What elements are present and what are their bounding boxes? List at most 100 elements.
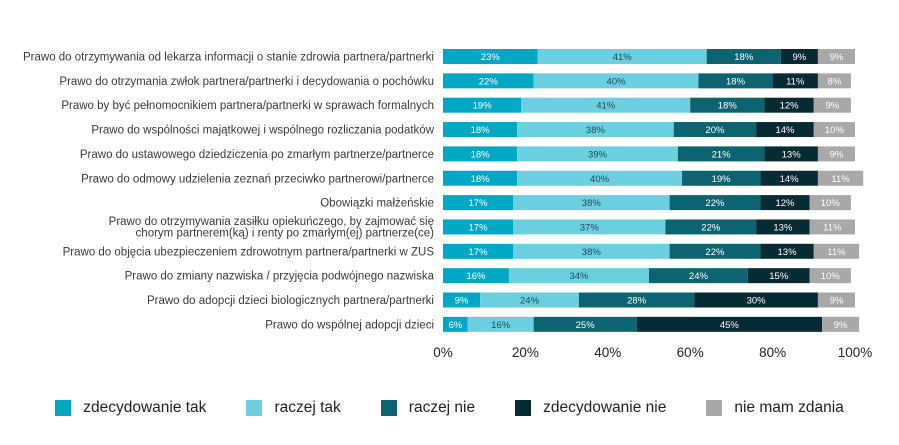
- bar-segment: [669, 243, 761, 259]
- data-label: 22%: [705, 247, 725, 258]
- bar-segment: [480, 292, 579, 308]
- data-label: 40%: [590, 174, 610, 185]
- bar-segment: [443, 73, 534, 89]
- legend-label: nie mam zdania: [734, 399, 844, 416]
- bar-segment: [817, 49, 855, 64]
- category-label: Prawo do odmowy udzielenia zeznań przeci…: [81, 173, 434, 185]
- bar-segment: [747, 268, 810, 284]
- bar-segment: [537, 49, 707, 64]
- data-label: 22%: [701, 222, 721, 233]
- bar-segment: [443, 170, 518, 186]
- data-label: 41%: [596, 101, 616, 112]
- data-label: 17%: [469, 198, 489, 209]
- data-label: 19%: [712, 174, 732, 185]
- data-label: 15%: [769, 271, 789, 282]
- bar-segment: [443, 195, 514, 211]
- data-label: 9%: [793, 52, 807, 63]
- bar-segment: [677, 146, 765, 162]
- data-label: 13%: [778, 247, 798, 258]
- data-label: 9%: [825, 101, 839, 112]
- data-label: 37%: [580, 222, 600, 233]
- data-label: 8%: [828, 76, 842, 87]
- bar-segment: [809, 219, 855, 235]
- data-label: 16%: [491, 320, 511, 331]
- bar-segment: [443, 219, 514, 235]
- category-label: Prawo do wspólnej adopcji dzieci: [265, 319, 434, 331]
- bar-segment: [760, 243, 814, 259]
- data-label: 9%: [830, 52, 844, 63]
- data-label: 18%: [726, 76, 746, 87]
- bar-segment: [467, 316, 534, 332]
- data-label: 12%: [775, 198, 795, 209]
- data-label: 18%: [471, 149, 491, 160]
- data-label: 18%: [471, 174, 491, 185]
- x-tick-label: 100%: [838, 345, 873, 360]
- data-label: 18%: [734, 52, 754, 63]
- x-tick-label: 80%: [759, 345, 786, 360]
- bar-segment: [443, 268, 509, 284]
- legend-swatch: [55, 400, 72, 416]
- data-label: 38%: [582, 247, 602, 258]
- bar-segment: [817, 292, 855, 308]
- bar-segment: [649, 268, 748, 284]
- data-label: 40%: [607, 76, 627, 87]
- bar-segment: [513, 243, 670, 259]
- legend-label: raczej nie: [408, 399, 476, 416]
- bar-segment: [813, 97, 851, 113]
- data-label: 24%: [689, 271, 709, 282]
- category-label: Prawo do wspólności majątkowej i wspólne…: [91, 125, 434, 137]
- legend-item: zdecydowanie nie: [515, 399, 666, 417]
- data-label: 41%: [613, 52, 633, 63]
- data-label: 10%: [821, 271, 841, 282]
- data-label: 30%: [747, 296, 767, 307]
- data-label: 38%: [582, 198, 602, 209]
- data-label: 11%: [831, 174, 850, 185]
- data-label: 11%: [823, 222, 842, 233]
- data-label: 13%: [773, 222, 793, 233]
- category-label: Prawo do otrzymywania od lekarza informa…: [23, 52, 434, 64]
- bar-segment: [813, 122, 855, 138]
- bar-segment: [772, 73, 818, 89]
- data-label: 23%: [481, 52, 501, 63]
- legend-swatch: [380, 400, 397, 416]
- data-label: 18%: [718, 101, 738, 112]
- category-label: Prawo do otrzymywania zasiłku opiekuńcze…: [109, 216, 434, 240]
- bar-segment: [822, 316, 860, 332]
- bar-segment: [681, 170, 761, 186]
- bar-segment: [760, 170, 818, 186]
- bar-segment: [817, 170, 864, 186]
- data-label: 9%: [455, 296, 469, 307]
- data-label: 22%: [479, 76, 499, 87]
- bar-segment: [443, 292, 481, 308]
- legend-swatch: [515, 400, 532, 416]
- bar-segment: [517, 122, 674, 138]
- category-label-line: chorym partnerem(ką) i renty po zmarłym(…: [136, 228, 435, 240]
- x-tick-label: 60%: [677, 345, 704, 360]
- data-label: 39%: [588, 149, 608, 160]
- data-label: 22%: [705, 198, 725, 209]
- legend-item: raczej nie: [380, 399, 476, 417]
- data-label: 10%: [825, 125, 845, 136]
- bar-segment: [809, 268, 851, 284]
- bar-segment: [780, 49, 818, 64]
- bar-segment: [698, 73, 773, 89]
- bar-segment: [578, 292, 695, 308]
- bar-segment: [690, 97, 765, 113]
- x-tick-label: 20%: [512, 345, 539, 360]
- data-label: 17%: [469, 222, 489, 233]
- bar-segment: [756, 122, 814, 138]
- legend-label: zdecydowanie nie: [543, 399, 667, 416]
- bar-segment: [533, 73, 699, 89]
- bar-segment: [756, 219, 810, 235]
- legend-item: raczej tak: [246, 399, 341, 417]
- category-label: Prawo do objęcia ubezpieczeniem zdrowotn…: [63, 246, 435, 258]
- bar-segment: [669, 195, 761, 211]
- bar-segment: [443, 49, 538, 64]
- legend-item: zdecydowanie tak: [55, 399, 206, 417]
- bar-segment: [443, 97, 522, 113]
- data-label: 12%: [780, 101, 800, 112]
- bar-segment: [665, 219, 757, 235]
- data-label: 24%: [520, 296, 540, 307]
- data-label: 45%: [720, 320, 740, 331]
